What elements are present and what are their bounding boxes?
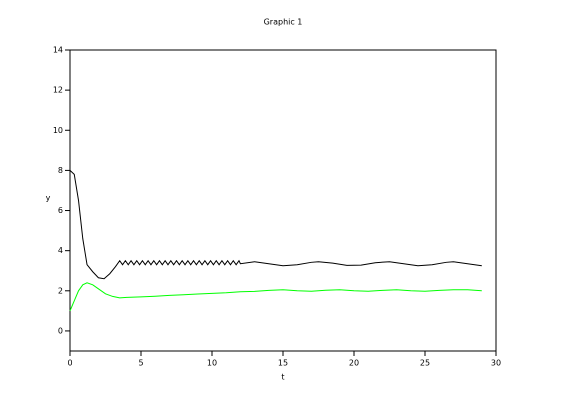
y-tick-label: 12 [53, 86, 63, 95]
x-tick-label: 5 [138, 359, 143, 368]
y-tick-label: 10 [53, 126, 63, 135]
x-axis-label: t [281, 373, 284, 382]
x-tick-label: 30 [491, 359, 501, 368]
x-tick-label: 0 [67, 359, 72, 368]
line-series [69, 170, 482, 280]
chart-title: Graphic 1 [264, 18, 303, 27]
y-axis-label: y [46, 194, 51, 203]
y-tick-label: 8 [58, 166, 63, 175]
plot-frame [69, 49, 497, 352]
line-series [69, 282, 482, 312]
x-tick-label: 25 [420, 359, 430, 368]
x-tick-label: 15 [278, 359, 288, 368]
y-tick-label: 6 [58, 206, 63, 215]
y-tick-label: 2 [58, 286, 63, 295]
y-tick-label: 4 [58, 246, 63, 255]
x-tick-label: 10 [207, 359, 217, 368]
y-tick-label: 0 [58, 326, 63, 335]
y-tick-label: 14 [53, 46, 63, 55]
x-tick-label: 20 [349, 359, 359, 368]
